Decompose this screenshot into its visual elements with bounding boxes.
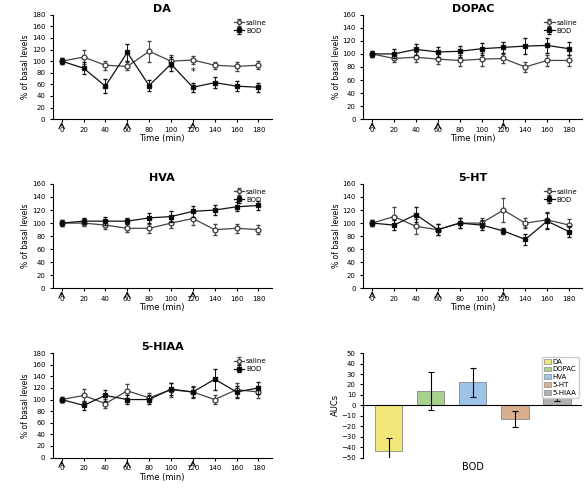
Bar	[375, 405, 402, 451]
Title: 5-HT: 5-HT	[458, 173, 487, 183]
Title: HVA: HVA	[149, 173, 175, 183]
Bar	[459, 382, 486, 405]
X-axis label: BOD: BOD	[462, 461, 484, 472]
Y-axis label: AUCs: AUCs	[330, 394, 339, 416]
X-axis label: Time (min): Time (min)	[139, 134, 185, 143]
Y-axis label: % of basal levels: % of basal levels	[21, 35, 31, 99]
Y-axis label: % of basal levels: % of basal levels	[332, 204, 341, 269]
X-axis label: Time (min): Time (min)	[139, 304, 185, 312]
Title: 5-HIAA: 5-HIAA	[141, 342, 183, 352]
Legend: saline, BOD: saline, BOD	[543, 187, 579, 204]
Y-axis label: % of basal levels: % of basal levels	[332, 35, 341, 99]
Legend: saline, BOD: saline, BOD	[543, 18, 579, 35]
Title: DA: DA	[153, 4, 171, 14]
Legend: DA, DOPAC, HVA, 5-HT, 5-HIAA: DA, DOPAC, HVA, 5-HT, 5-HIAA	[542, 357, 579, 398]
Legend: saline, BOD: saline, BOD	[232, 187, 268, 204]
Y-axis label: % of basal levels: % of basal levels	[21, 204, 31, 269]
Text: *: *	[191, 67, 195, 77]
Legend: saline, BOD: saline, BOD	[232, 357, 268, 373]
Bar	[417, 391, 445, 405]
Y-axis label: % of basal levels: % of basal levels	[21, 373, 31, 437]
Bar	[543, 382, 570, 405]
X-axis label: Time (min): Time (min)	[450, 134, 496, 143]
Title: DOPAC: DOPAC	[452, 4, 494, 14]
Bar	[501, 405, 529, 419]
X-axis label: Time (min): Time (min)	[139, 473, 185, 482]
Text: *: *	[523, 224, 527, 234]
Legend: saline, BOD: saline, BOD	[232, 18, 268, 35]
X-axis label: Time (min): Time (min)	[450, 304, 496, 312]
